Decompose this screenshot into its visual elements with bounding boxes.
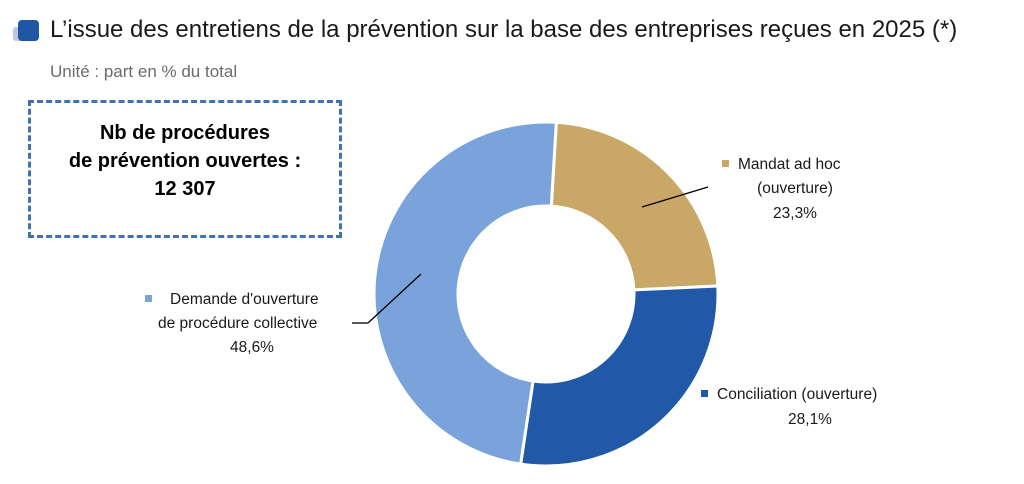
slice-label-demande-line1: Demande d'ouverture — [170, 291, 319, 308]
slice-value-mandat: 23,3% — [773, 205, 817, 222]
donut-slices — [372, 120, 720, 468]
slice-label-mandat-line2: (ouverture) — [757, 180, 833, 197]
info-count: 12 307 — [154, 178, 216, 200]
legend-marker-conciliation — [701, 390, 708, 397]
slice-value-demande: 48,6% — [230, 339, 274, 356]
donut-slice-conciliation — [518, 284, 720, 468]
chart-subtitle: Unité : part en % du total — [50, 62, 238, 81]
legend-marker-demande — [145, 295, 152, 302]
procedures-count-box: Nb de procédures de prévention ouvertes … — [28, 100, 342, 238]
leader-line-demande-diag — [367, 273, 422, 324]
donut-slice-demande — [372, 120, 558, 466]
info-line-1: Nb de procédures — [99, 122, 271, 144]
slice-label-conciliation: Conciliation (ouverture) — [717, 386, 877, 403]
title-bullet-icon — [18, 20, 39, 41]
chart-title: L’issue des entretiens de la prévention … — [50, 16, 958, 43]
leader-line-mandat — [641, 186, 709, 208]
slice-label-mandat-line1: Mandat ad hoc — [738, 156, 841, 173]
title-row: L’issue des entretiens de la prévention … — [10, 12, 1010, 52]
slice-label-demande-line2: de procédure collective — [158, 315, 317, 332]
info-line-2: de prévention ouvertes : — [68, 150, 302, 172]
slice-value-conciliation: 28,1% — [788, 411, 832, 428]
donut-slice-mandat — [549, 120, 720, 292]
legend-marker-mandat — [722, 160, 729, 167]
